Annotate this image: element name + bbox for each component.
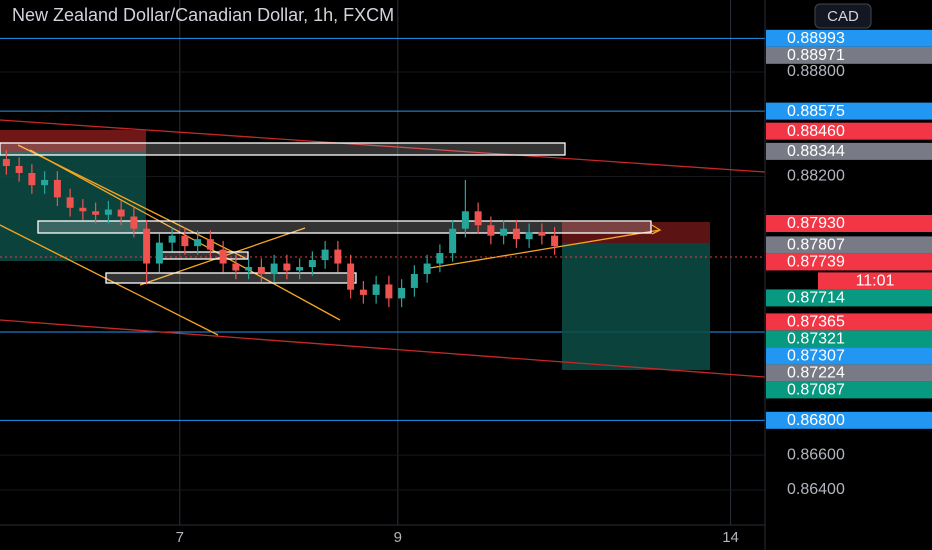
zone-box: [37, 220, 652, 234]
price-tag-label: 0.87739: [787, 254, 845, 271]
x-tick-label: 14: [722, 529, 739, 546]
arrow-head: [651, 224, 662, 235]
candle-body: [270, 263, 278, 274]
price-tag-label: 0.87365: [787, 314, 845, 331]
trend-line: [429, 229, 661, 269]
candle-body: [79, 207, 87, 212]
price-tag: [766, 330, 932, 348]
zone-box: [105, 272, 357, 284]
y-tick-label: 0.86400: [787, 481, 845, 498]
candle-body: [461, 211, 469, 229]
candle-body: [398, 287, 406, 299]
price-tag: [766, 347, 932, 365]
candle-body: [347, 263, 355, 290]
candle-body: [53, 179, 61, 198]
candle-body: [232, 263, 240, 271]
currency-button[interactable]: [814, 3, 872, 29]
x-tick-label: 9: [394, 529, 402, 546]
countdown-tag: [818, 272, 932, 290]
candle-body: [321, 249, 329, 261]
channel-line: [0, 224, 219, 336]
trend-line: [0, 319, 766, 378]
target-zone: [562, 243, 710, 370]
countdown-label: 11:01: [856, 273, 895, 290]
candle-body: [206, 239, 214, 250]
chart-title: New Zealand Dollar/Canadian Dollar, 1h, …: [12, 5, 394, 25]
candle-body: [104, 209, 112, 215]
price-tag-label: 0.87807: [787, 237, 845, 254]
price-tag-label: 0.88575: [787, 103, 845, 120]
candle-body: [257, 267, 265, 274]
candle-body: [245, 267, 253, 271]
y-tick-label: 0.88800: [787, 63, 845, 80]
y-tick-label: 0.88200: [787, 168, 845, 185]
price-tag: [766, 411, 932, 429]
candle-body: [194, 239, 202, 247]
candle-body: [143, 228, 151, 264]
candle-body: [512, 228, 520, 240]
zone-box: [0, 142, 566, 156]
price-tag: [766, 381, 932, 399]
candle-body: [181, 235, 189, 247]
price-tag-label: 0.86800: [787, 412, 845, 429]
candle-body: [66, 197, 74, 208]
price-tag: [766, 46, 932, 64]
price-tag: [766, 214, 932, 232]
price-tag-label: 0.88993: [787, 30, 845, 47]
candle-body: [28, 172, 36, 186]
price-tag: [766, 122, 932, 140]
price-tag: [766, 236, 932, 254]
candle-body: [130, 216, 138, 229]
price-tag: [766, 364, 932, 382]
candle-body: [436, 253, 444, 264]
candle-body: [359, 289, 367, 295]
candle-body: [283, 263, 291, 271]
stop-zone: [0, 130, 146, 151]
candle-body: [410, 273, 418, 288]
candle-body: [551, 235, 559, 247]
candle-body: [41, 179, 49, 186]
candle-body: [385, 284, 393, 299]
price-tag-label: 0.87087: [787, 382, 845, 399]
candle-body: [15, 166, 23, 173]
candle-body: [2, 159, 10, 167]
candle-body: [155, 242, 163, 264]
price-tag-label: 0.87714: [787, 290, 845, 307]
price-tag-label: 0.88344: [787, 143, 845, 160]
candle-body: [449, 228, 457, 254]
price-tag-label: 0.87321: [787, 331, 845, 348]
candle-body: [219, 249, 227, 264]
price-tag: [766, 289, 932, 307]
y-tick-label: 0.86600: [787, 446, 845, 463]
price-tag: [766, 102, 932, 120]
candle-body: [92, 211, 100, 215]
x-tick-label: 7: [176, 529, 184, 546]
price-tag: [766, 253, 932, 271]
price-tag-label: 0.87224: [787, 365, 845, 382]
currency-label[interactable]: CAD: [827, 8, 859, 25]
trend-line: [0, 119, 766, 173]
candle-body: [372, 284, 380, 295]
candle-body: [308, 260, 316, 268]
price-tag-label: 0.87307: [787, 348, 845, 365]
candle-body: [334, 249, 342, 264]
candle-body: [296, 267, 304, 271]
price-tag: [766, 142, 932, 160]
price-tag-label: 0.88460: [787, 123, 845, 140]
price-tag: [766, 29, 932, 47]
candle-body: [423, 263, 431, 274]
price-tag-label: 0.88971: [787, 47, 845, 64]
price-tag-label: 0.87930: [787, 215, 845, 232]
candle-body: [525, 232, 533, 240]
candle-body: [168, 235, 176, 243]
zone-box: [159, 251, 249, 260]
candle-body: [117, 209, 125, 217]
candle-body: [474, 211, 482, 226]
candle-body: [487, 225, 495, 236]
candle-body: [500, 228, 508, 236]
price-tag: [766, 313, 932, 331]
candle-body: [538, 232, 546, 236]
